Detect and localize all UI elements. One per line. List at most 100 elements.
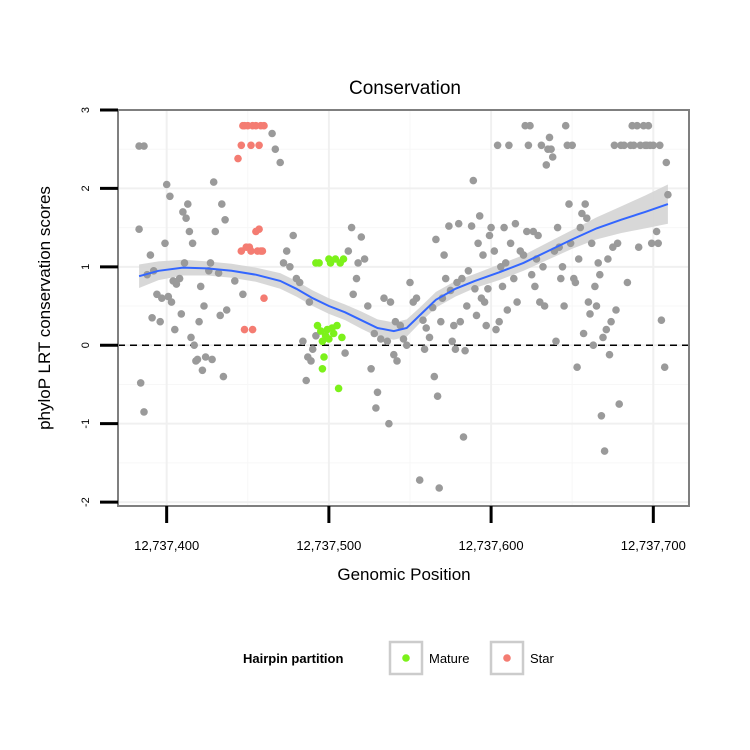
- data-point-other: [193, 355, 202, 364]
- data-point-other: [578, 209, 586, 218]
- data-point-other: [448, 337, 457, 346]
- data-point-other: [581, 200, 589, 208]
- data-point-other: [188, 239, 197, 248]
- data-point-other: [187, 333, 195, 342]
- legend-label-mature: Mature: [429, 651, 469, 666]
- data-point-other: [524, 141, 533, 150]
- data-point-other: [630, 141, 638, 150]
- data-point-star: [248, 325, 257, 334]
- data-point-other: [596, 270, 604, 279]
- y-tick-label: 1: [80, 264, 92, 270]
- data-point-other: [140, 408, 148, 416]
- data-point-other: [450, 321, 458, 330]
- data-point-star: [255, 225, 263, 233]
- y-tick-label: 0: [80, 342, 92, 348]
- data-point-other: [399, 335, 408, 343]
- chart-title: Conservation: [349, 78, 461, 99]
- data-point-other: [196, 282, 205, 291]
- legend-item-mature: Mature: [388, 640, 469, 676]
- data-point-mature: [320, 353, 328, 361]
- data-point-other: [390, 350, 398, 359]
- y-tick-label: -2: [80, 497, 92, 507]
- data-point-other: [201, 353, 210, 361]
- data-point-other: [148, 314, 156, 322]
- data-point-other: [231, 277, 239, 285]
- data-point-other: [386, 298, 395, 306]
- data-point-other: [545, 133, 554, 142]
- data-point-other: [420, 345, 429, 354]
- data-point-other: [161, 239, 169, 248]
- data-point-other: [634, 243, 643, 251]
- data-point-other: [602, 325, 611, 334]
- data-point-other: [503, 306, 512, 314]
- data-point-other: [657, 316, 666, 325]
- data-point-other: [557, 274, 565, 283]
- data-point-other: [412, 294, 421, 303]
- data-point-mature: [329, 329, 338, 338]
- data-point-other: [607, 317, 615, 326]
- x-axis-label: Genomic Position: [337, 565, 470, 584]
- data-point-other: [195, 317, 203, 326]
- legend-item-star: Star: [489, 640, 555, 676]
- legend: Hairpin partition Mature Star: [243, 640, 555, 676]
- data-point-star: [258, 247, 267, 255]
- data-point-other: [456, 317, 465, 326]
- data-point-other: [649, 141, 658, 150]
- y-tick-label: 3: [80, 107, 92, 113]
- data-point-other: [433, 392, 442, 401]
- data-point-other: [344, 247, 353, 255]
- data-point-other: [531, 282, 539, 291]
- data-point-other: [419, 316, 427, 325]
- data-point-other: [289, 231, 298, 240]
- data-point-other: [527, 270, 536, 279]
- data-point-other: [216, 311, 224, 320]
- smooth-line: [138, 203, 669, 333]
- data-point-other: [341, 349, 349, 357]
- data-point-other: [652, 227, 661, 236]
- data-point-other: [484, 285, 492, 293]
- data-point-other: [218, 200, 226, 208]
- data-point-other: [302, 376, 311, 385]
- data-point-other: [459, 433, 468, 441]
- data-point-other: [219, 372, 228, 381]
- data-point-other: [548, 153, 557, 161]
- data-point-other: [211, 227, 220, 236]
- data-point-other: [565, 200, 573, 208]
- data-point-other: [357, 233, 366, 241]
- data-point-other: [454, 219, 463, 228]
- data-point-other: [573, 363, 581, 372]
- data-point-other: [583, 214, 591, 222]
- data-point-other: [177, 310, 186, 318]
- data-point-other: [451, 345, 460, 354]
- data-point-other: [200, 302, 208, 310]
- data-point-other: [146, 251, 155, 259]
- data-point-other: [552, 337, 560, 346]
- data-point-other: [180, 259, 189, 267]
- data-point-other: [140, 142, 148, 150]
- data-point-other: [214, 269, 223, 277]
- data-point-other: [239, 290, 247, 299]
- data-point-other: [604, 255, 612, 263]
- data-point-other: [647, 239, 656, 248]
- data-point-other: [620, 141, 628, 150]
- data-point-other: [623, 278, 632, 287]
- data-point-other: [279, 259, 288, 267]
- data-point-other: [474, 239, 482, 248]
- data-point-other: [613, 239, 622, 248]
- data-point-mature: [318, 365, 327, 373]
- data-point-other: [605, 350, 614, 359]
- data-point-other: [406, 278, 414, 287]
- data-point-other: [485, 231, 494, 240]
- data-point-other: [558, 263, 567, 271]
- data-point-other: [360, 255, 369, 263]
- data-point-other: [506, 239, 515, 248]
- data-point-other: [660, 363, 669, 372]
- data-point-other: [560, 302, 568, 310]
- data-point-other: [295, 278, 304, 287]
- data-point-other: [513, 298, 521, 306]
- data-point-other: [644, 121, 653, 130]
- data-point-other: [185, 227, 194, 236]
- data-point-other: [175, 274, 184, 283]
- legend-title: Hairpin partition: [243, 651, 343, 666]
- x-tick-label: 12,737,700: [621, 538, 686, 553]
